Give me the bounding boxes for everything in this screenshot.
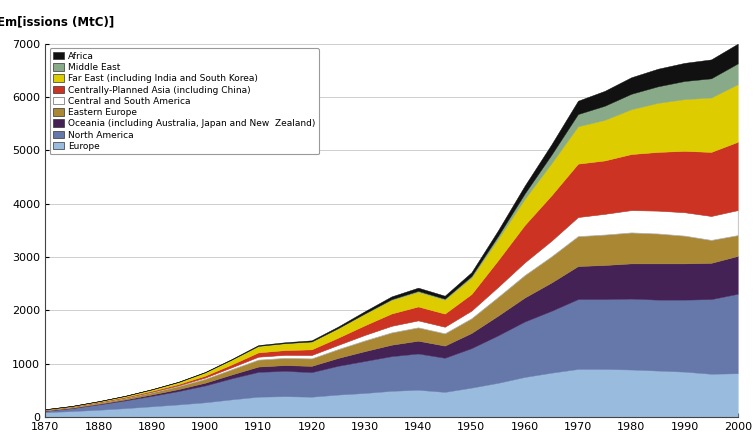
Text: Em[issions (MtC)]: Em[issions (MtC)] (0, 16, 114, 29)
Legend: Africa, Middle East, Far East (including India and South Korea), Centrally-Plann: Africa, Middle East, Far East (including… (50, 48, 319, 154)
